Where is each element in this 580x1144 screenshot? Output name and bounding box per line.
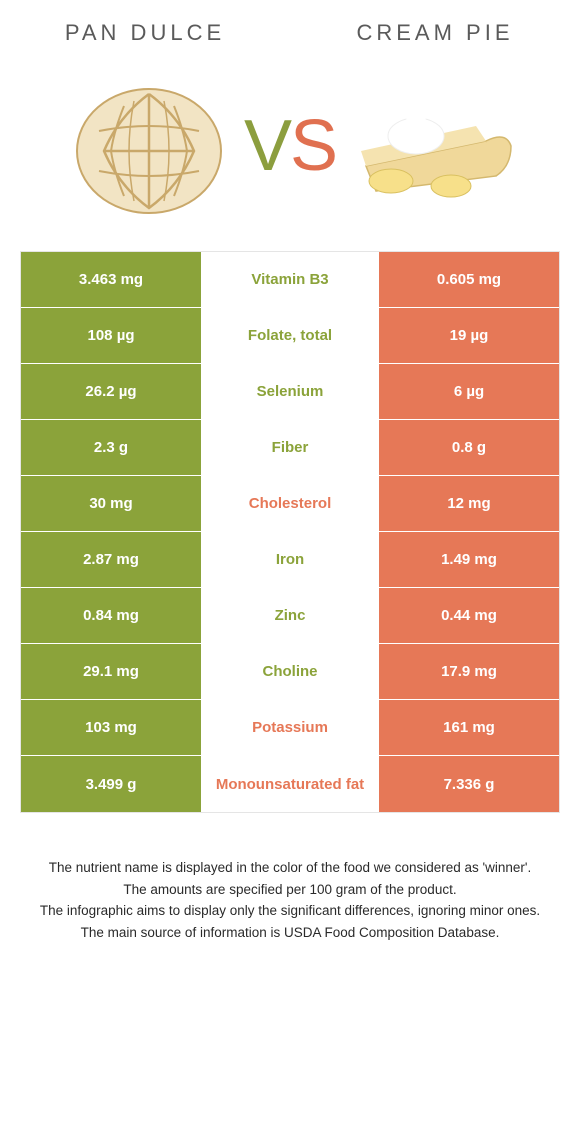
cell-right-value: 12 mg (379, 476, 559, 531)
cell-left-value: 0.84 mg (21, 588, 201, 643)
cell-left-value: 3.463 mg (21, 252, 201, 307)
cell-nutrient-label: Monounsaturated fat (201, 756, 379, 812)
cell-right-value: 0.44 mg (379, 588, 559, 643)
footnote-line: The nutrient name is displayed in the co… (30, 858, 550, 878)
table-row: 2.87 mgIron1.49 mg (21, 532, 559, 588)
cell-nutrient-label: Vitamin B3 (201, 252, 379, 307)
pan-dulce-image (64, 76, 234, 216)
cell-right-value: 19 µg (379, 308, 559, 363)
table-row: 2.3 gFiber0.8 g (21, 420, 559, 476)
footnote-line: The amounts are specified per 100 gram o… (30, 880, 550, 900)
hero-row: VS (0, 56, 580, 251)
food-right-title: CREAM PIE (290, 20, 580, 46)
cell-left-value: 2.87 mg (21, 532, 201, 587)
vs-v: V (244, 106, 290, 186)
cell-nutrient-label: Cholesterol (201, 476, 379, 531)
cell-right-value: 17.9 mg (379, 644, 559, 699)
cell-nutrient-label: Choline (201, 644, 379, 699)
vs-s: S (290, 106, 336, 186)
cell-nutrient-label: Fiber (201, 420, 379, 475)
cell-left-value: 2.3 g (21, 420, 201, 475)
cell-left-value: 26.2 µg (21, 364, 201, 419)
cell-nutrient-label: Zinc (201, 588, 379, 643)
cell-right-value: 0.8 g (379, 420, 559, 475)
cell-right-value: 7.336 g (379, 756, 559, 812)
table-row: 30 mgCholesterol12 mg (21, 476, 559, 532)
cell-left-value: 29.1 mg (21, 644, 201, 699)
footnotes: The nutrient name is displayed in the co… (30, 858, 550, 942)
cell-nutrient-label: Folate, total (201, 308, 379, 363)
food-left-title: PAN DULCE (0, 20, 290, 46)
cell-left-value: 108 µg (21, 308, 201, 363)
nutrient-table: 3.463 mgVitamin B30.605 mg108 µgFolate, … (20, 251, 560, 813)
table-row: 26.2 µgSelenium6 µg (21, 364, 559, 420)
cell-right-value: 6 µg (379, 364, 559, 419)
table-row: 29.1 mgCholine17.9 mg (21, 644, 559, 700)
cell-left-value: 3.499 g (21, 756, 201, 812)
table-row: 0.84 mgZinc0.44 mg (21, 588, 559, 644)
table-row: 3.499 gMonounsaturated fat7.336 g (21, 756, 559, 812)
cell-left-value: 103 mg (21, 700, 201, 755)
table-row: 108 µgFolate, total19 µg (21, 308, 559, 364)
cream-pie-image (346, 76, 516, 216)
vs-label: VS (244, 105, 336, 187)
footnote-line: The main source of information is USDA F… (30, 923, 550, 943)
cell-nutrient-label: Selenium (201, 364, 379, 419)
table-row: 3.463 mgVitamin B30.605 mg (21, 252, 559, 308)
header-row: PAN DULCE CREAM PIE (0, 0, 580, 56)
cell-right-value: 0.605 mg (379, 252, 559, 307)
cell-right-value: 161 mg (379, 700, 559, 755)
table-row: 103 mgPotassium161 mg (21, 700, 559, 756)
footnote-line: The infographic aims to display only the… (30, 901, 550, 921)
cell-left-value: 30 mg (21, 476, 201, 531)
cell-nutrient-label: Iron (201, 532, 379, 587)
cell-nutrient-label: Potassium (201, 700, 379, 755)
cell-right-value: 1.49 mg (379, 532, 559, 587)
